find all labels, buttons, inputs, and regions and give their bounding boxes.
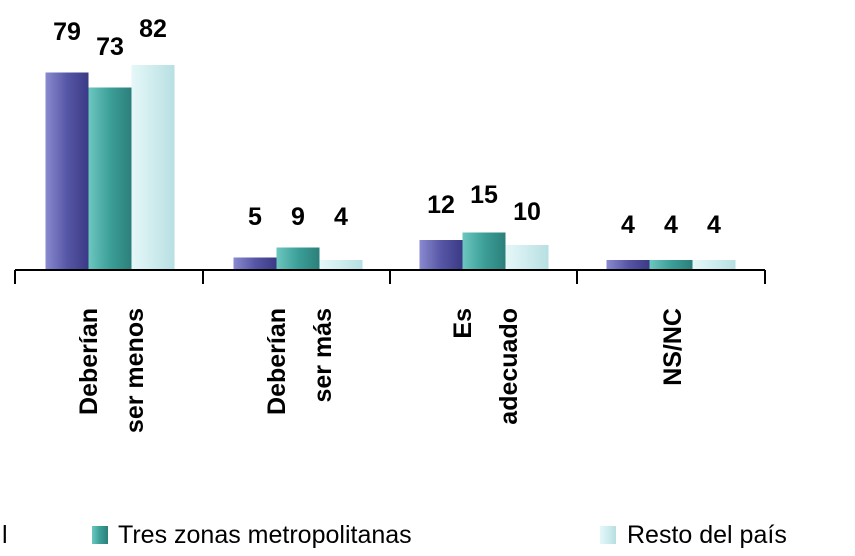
bar-1-series-0 [233, 257, 277, 270]
value-label: 73 [96, 33, 124, 61]
category-label: Deberían [263, 308, 291, 415]
bar-2-series-2 [505, 245, 549, 270]
category-label: NS/NC [659, 308, 687, 386]
value-label: 4 [334, 203, 348, 231]
bar-2-series-1 [462, 232, 506, 270]
bar-0-series-1 [88, 87, 132, 270]
legend-swatch [92, 526, 108, 544]
legend: l Tres zonas metropolitanas Resto del país [2, 521, 787, 549]
category-label: adecuado [495, 308, 523, 425]
value-label: 4 [621, 211, 635, 239]
legend-label: Resto del país [627, 521, 787, 549]
legend-label: Tres zonas metropolitanas [118, 521, 412, 549]
value-label: 4 [664, 211, 678, 239]
x-axis [14, 269, 766, 284]
bar-3-series-0 [606, 260, 650, 270]
value-labels-layer: 79 73 82 5 9 4 12 15 10 4 4 4 [53, 15, 721, 239]
value-label: 15 [470, 181, 498, 209]
bar-0-series-2 [131, 65, 175, 270]
category-label: Es [449, 308, 477, 339]
bars-layer [45, 65, 736, 270]
bar-3-series-2 [692, 260, 736, 270]
category-labels-layer: Deberían ser menos Deberían ser más Es adecua… [75, 308, 687, 433]
category-label: Deberían [75, 308, 103, 415]
category-label: ser más [309, 308, 337, 403]
value-label: 12 [427, 191, 455, 219]
value-label: 79 [53, 18, 81, 46]
legend-label: l [2, 521, 8, 549]
value-label: 82 [139, 15, 167, 43]
bar-1-series-1 [276, 247, 320, 270]
bar-0-series-0 [45, 72, 89, 270]
value-label: 10 [513, 198, 541, 226]
value-label: 9 [291, 203, 305, 231]
value-label: 5 [248, 203, 262, 231]
category-label: ser menos [121, 308, 149, 433]
bar-3-series-1 [649, 260, 693, 270]
legend-swatch [600, 526, 616, 544]
value-label: 4 [707, 211, 721, 239]
bar-1-series-2 [319, 260, 363, 270]
bar-2-series-0 [419, 240, 463, 270]
